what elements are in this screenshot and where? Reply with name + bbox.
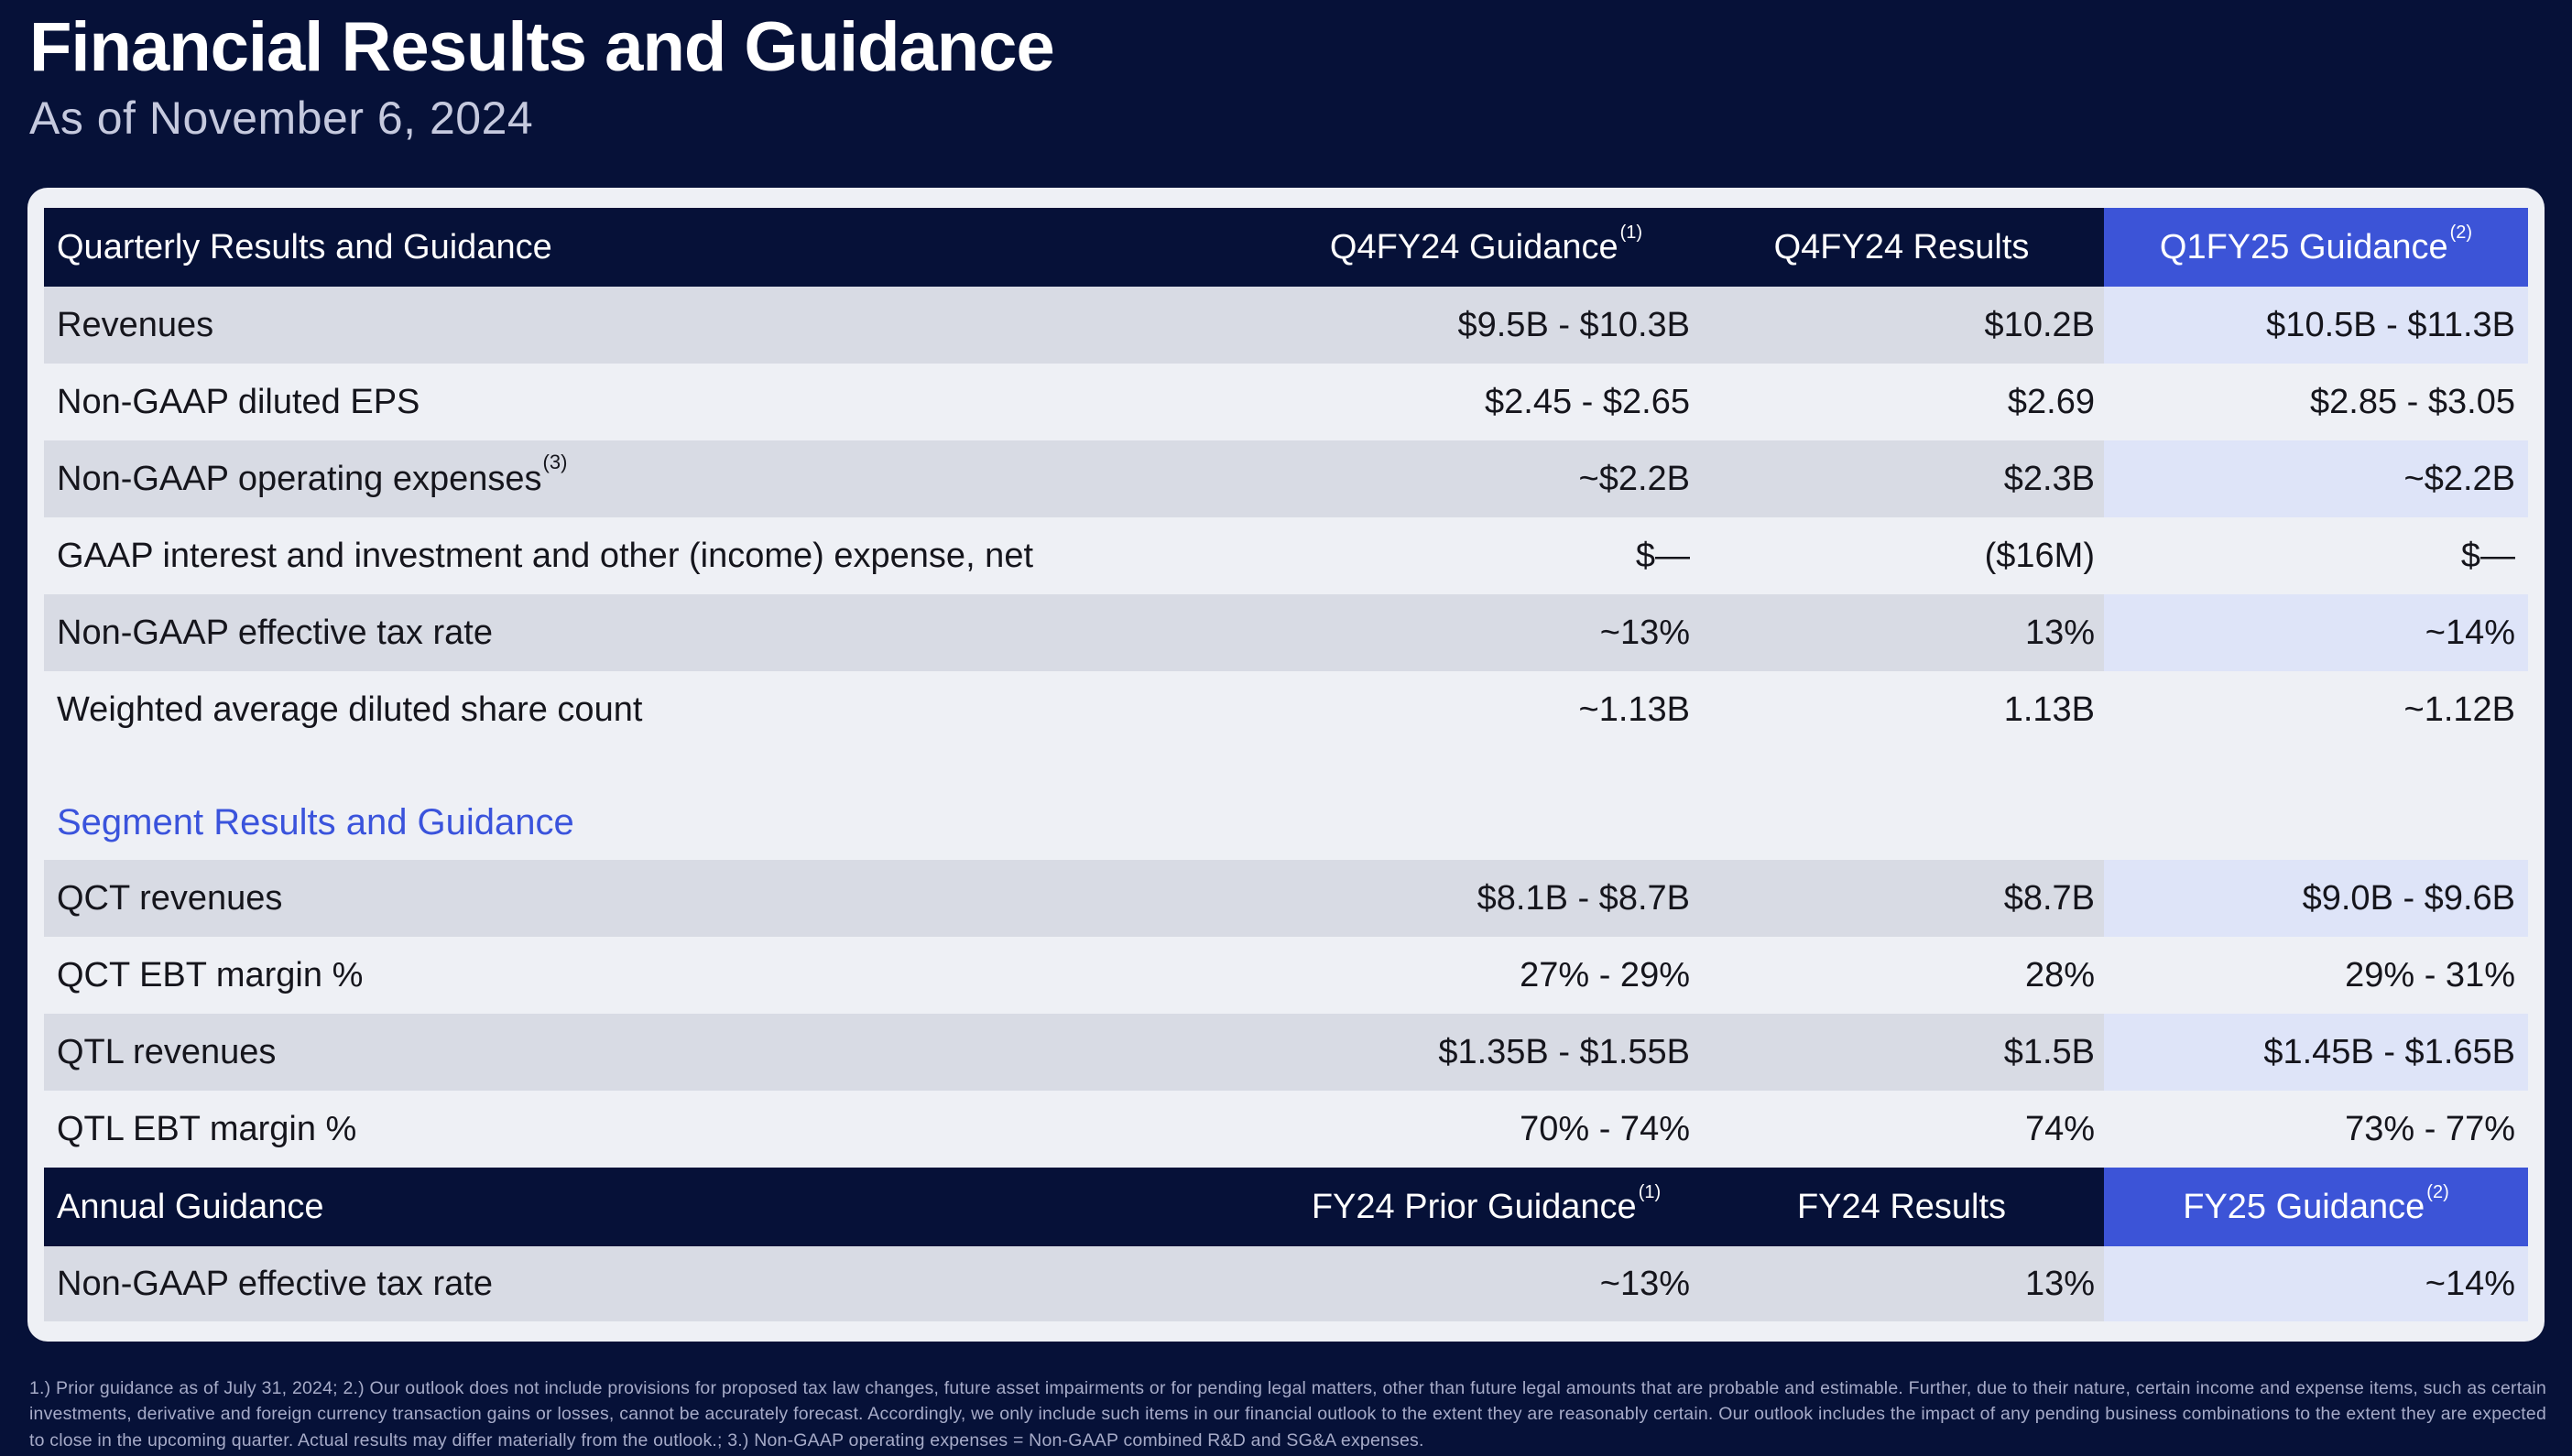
- footnote-text: 1.) Prior guidance as of July 31, 2024; …: [29, 1377, 2546, 1451]
- value-cell: 27% - 29%: [1520, 955, 1690, 994]
- value-cell: ~14%: [2104, 594, 2528, 671]
- column-header-fy24-results: FY24 Results: [1796, 1187, 2007, 1226]
- value-cell: $8.7B: [2003, 878, 2095, 918]
- table-row-weighted-share-count: Weighted average diluted share count ~1.…: [44, 671, 2528, 748]
- table-row-non-gaap-diluted-eps: Non-GAAP diluted EPS $2.45 - $2.65 $2.69…: [44, 364, 2528, 440]
- value-cell: $9.5B - $10.3B: [1457, 305, 1690, 344]
- value-cell: ~$2.2B: [1578, 459, 1691, 498]
- row-label: Non-GAAP effective tax rate: [57, 613, 493, 652]
- row-label: Non-GAAP diluted EPS: [57, 382, 420, 421]
- value-cell: 13%: [2024, 1264, 2095, 1303]
- table-row-non-gaap-operating-expenses: Non-GAAP operating expenses (3) ~$2.2B $2…: [44, 440, 2528, 517]
- page-title: Financial Results and Guidance: [29, 8, 1055, 86]
- value-cell: 13%: [2024, 613, 2095, 652]
- value-cell: $1.35B - $1.55B: [1438, 1032, 1690, 1071]
- table-row-qtl-revenues: QTL revenues $1.35B - $1.55B $1.5B $1.45…: [44, 1014, 2528, 1091]
- value-cell: $2.69: [2007, 382, 2095, 421]
- page-header: Financial Results and Guidance As of Nov…: [0, 0, 2572, 145]
- row-label: Non-GAAP effective tax rate: [57, 1264, 493, 1303]
- column-header-q4fy24-guidance: Q4FY24 Guidance (1): [1329, 223, 1643, 266]
- value-cell: $8.1B - $8.7B: [1477, 878, 1690, 918]
- row-label: QCT EBT margin %: [57, 955, 364, 994]
- table-row-qtl-ebt-margin: QTL EBT margin % 70% - 74% 74% 73% - 77%: [44, 1091, 2528, 1168]
- segment-section-heading: Segment Results and Guidance: [57, 802, 574, 842]
- table-row-annual-tax-rate: Non-GAAP effective tax rate ~13% 13% ~14…: [44, 1246, 2528, 1321]
- value-cell: ~14%: [2104, 1246, 2528, 1321]
- value-cell: ~1.13B: [1578, 690, 1691, 729]
- value-cell: ~13%: [1599, 1264, 1690, 1303]
- value-cell: $1.5B: [2003, 1032, 2095, 1071]
- value-cell: $9.0B - $9.6B: [2104, 860, 2528, 937]
- value-cell: ~13%: [1599, 613, 1690, 652]
- table-row-non-gaap-tax-rate: Non-GAAP effective tax rate ~13% 13% ~14…: [44, 594, 2528, 671]
- table-row-gaap-interest: GAAP interest and investment and other (…: [44, 517, 2528, 594]
- quarterly-section-band: Quarterly Results and Guidance Q4FY24 Gu…: [44, 208, 2528, 287]
- results-card: Quarterly Results and Guidance Q4FY24 Gu…: [27, 188, 2545, 1342]
- row-label: QTL revenues: [57, 1032, 277, 1071]
- row-label: Non-GAAP operating expenses (3): [57, 451, 568, 498]
- table-row-qct-revenues: QCT revenues $8.1B - $8.7B $8.7B $9.0B -…: [44, 860, 2528, 937]
- table-row-revenues: Revenues $9.5B - $10.3B $10.2B $10.5B - …: [44, 287, 2528, 364]
- value-cell: 70% - 74%: [1520, 1109, 1690, 1148]
- value-cell: $—: [2460, 536, 2515, 575]
- value-cell: ~1.12B: [2403, 690, 2516, 729]
- value-cell: $10.5B - $11.3B: [2104, 287, 2528, 364]
- column-header-q1fy25-guidance: Q1FY25 Guidance (2): [2104, 208, 2528, 287]
- page-subtitle: As of November 6, 2024: [29, 92, 534, 144]
- value-cell: $1.45B - $1.65B: [2104, 1014, 2528, 1091]
- row-label: GAAP interest and investment and other (…: [57, 536, 1034, 575]
- column-header-fy25-guidance: FY25 Guidance (2): [2104, 1168, 2528, 1246]
- value-cell: $10.2B: [1984, 305, 2095, 344]
- row-label: QTL EBT margin %: [57, 1109, 357, 1148]
- value-cell: $2.85 - $3.05: [2310, 382, 2515, 421]
- value-cell: $2.45 - $2.65: [1485, 382, 1690, 421]
- value-cell: 74%: [2024, 1109, 2095, 1148]
- quarterly-band-label: Quarterly Results and Guidance: [57, 227, 552, 266]
- column-header-q4fy24-results: Q4FY24 Results: [1773, 227, 2030, 266]
- annual-section-band: Annual Guidance FY24 Prior Guidance (1) F…: [44, 1168, 2528, 1246]
- row-label: QCT revenues: [57, 878, 283, 918]
- table-row-qct-ebt-margin: QCT EBT margin % 27% - 29% 28% 29% - 31%: [44, 937, 2528, 1014]
- row-label: Revenues: [57, 305, 214, 344]
- column-header-fy24-prior-guidance: FY24 Prior Guidance (1): [1311, 1182, 1662, 1226]
- value-cell: 29% - 31%: [2345, 955, 2515, 994]
- value-cell: 28%: [2024, 955, 2095, 994]
- annual-band-label: Annual Guidance: [57, 1187, 324, 1226]
- value-cell: $2.3B: [2003, 459, 2095, 498]
- value-cell: 1.13B: [2003, 690, 2095, 729]
- value-cell: 73% - 77%: [2345, 1109, 2515, 1148]
- value-cell: ~$2.2B: [2104, 440, 2528, 517]
- value-cell: $—: [1635, 536, 1690, 575]
- value-cell: ($16M): [1984, 536, 2095, 575]
- row-label: Weighted average diluted share count: [57, 690, 643, 729]
